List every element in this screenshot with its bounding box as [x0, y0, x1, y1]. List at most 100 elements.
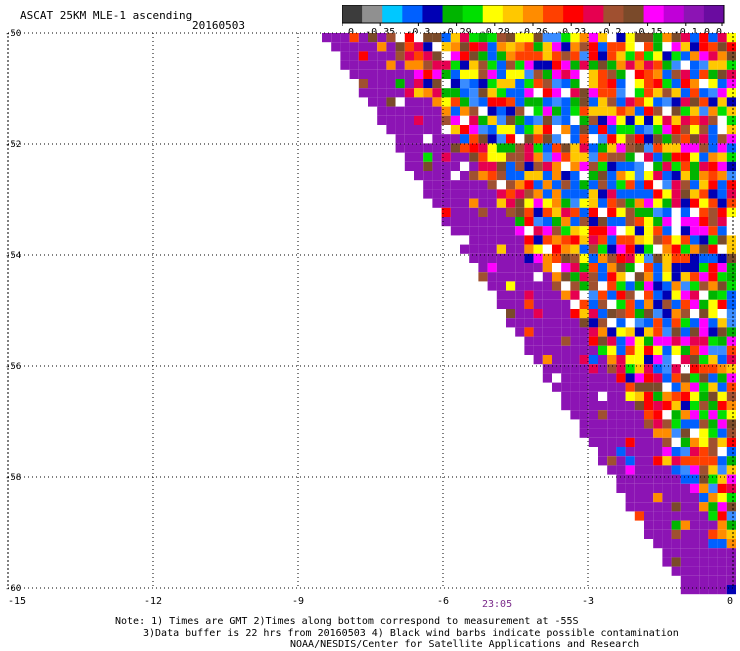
- swath-cell: [450, 134, 460, 144]
- swath-cell: [542, 253, 552, 263]
- plot-date: 20160503: [192, 19, 245, 32]
- swath-cell: [340, 51, 350, 61]
- swath-cell: [588, 272, 598, 282]
- swath-cell: [441, 125, 451, 135]
- swath-cell: [662, 493, 672, 503]
- swath-cell: [690, 456, 700, 466]
- swath-cell: [533, 299, 543, 309]
- swath-cell: [588, 226, 598, 236]
- swath-cell: [487, 207, 497, 217]
- swath-cell: [671, 309, 681, 319]
- swath-cell: [450, 161, 460, 171]
- swath-cell: [671, 382, 681, 392]
- swath-cell: [699, 60, 709, 70]
- swath-cell: [469, 161, 479, 171]
- swath-cell: [515, 51, 525, 61]
- swath-cell: [671, 272, 681, 282]
- swath-cell: [579, 207, 589, 217]
- swath-cell: [496, 272, 506, 282]
- swath-cell: [717, 382, 727, 392]
- swath-cell: [708, 364, 718, 374]
- swath-cell: [680, 281, 690, 291]
- swath-cell: [662, 60, 672, 70]
- swath-cell: [717, 106, 727, 116]
- swath-cell: [561, 171, 571, 181]
- swath-cell: [441, 198, 451, 208]
- swath-cell: [524, 327, 534, 337]
- swath-cell: [680, 428, 690, 438]
- swath-cell: [690, 493, 700, 503]
- swath-cell: [404, 88, 414, 98]
- swath-cell: [690, 539, 700, 549]
- swath-cell: [377, 33, 387, 43]
- swath-cell: [533, 189, 543, 199]
- swath-cell: [478, 263, 488, 273]
- swath-cell: [515, 180, 525, 190]
- swath-cell: [460, 51, 470, 61]
- swath-cell: [680, 152, 690, 162]
- swath-cell: [690, 198, 700, 208]
- swath-cell: [662, 483, 672, 493]
- swath-cell: [579, 152, 589, 162]
- swath-cell: [506, 51, 516, 61]
- swath-cell: [653, 97, 663, 107]
- swath-cell: [717, 97, 727, 107]
- swath-cell: [690, 60, 700, 70]
- swath-cell: [395, 125, 405, 135]
- swath-cell: [680, 299, 690, 309]
- swath-cell: [395, 143, 405, 153]
- swath-cell: [690, 33, 700, 43]
- colorbar-swatch: [422, 5, 444, 23]
- swath-cell: [579, 290, 589, 300]
- swath-cell: [340, 42, 350, 52]
- swath-cell: [496, 152, 506, 162]
- swath-cell: [726, 401, 736, 411]
- swath-cell: [506, 152, 516, 162]
- swath-cell: [450, 79, 460, 89]
- swath-cell: [717, 33, 727, 43]
- swath-cell: [579, 226, 589, 236]
- swath-cell: [524, 79, 534, 89]
- swath-cell: [717, 152, 727, 162]
- swath-cell: [561, 382, 571, 392]
- swath-cell: [561, 272, 571, 282]
- swath-cell: [699, 391, 709, 401]
- swath-cell: [616, 465, 626, 475]
- swath-cell: [644, 419, 654, 429]
- swath-cell: [515, 263, 525, 273]
- swath-cell: [561, 134, 571, 144]
- swath-cell: [515, 97, 525, 107]
- swath-cell: [542, 299, 552, 309]
- swath-cell: [570, 244, 580, 254]
- swath-cell: [680, 161, 690, 171]
- swath-cell: [625, 364, 635, 374]
- swath-cell: [680, 585, 690, 595]
- swath-cell: [616, 235, 626, 245]
- swath-cell: [570, 207, 580, 217]
- swath-cell: [625, 345, 635, 355]
- swath-cell: [662, 244, 672, 254]
- swath-cell: [653, 171, 663, 181]
- swath-cell: [625, 161, 635, 171]
- swath-cell: [690, 125, 700, 135]
- swath-cell: [616, 327, 626, 337]
- swath-cell: [680, 318, 690, 328]
- swath-cell: [349, 69, 359, 79]
- swath-cell: [441, 79, 451, 89]
- swath-cell: [662, 428, 672, 438]
- swath-cell: [717, 263, 727, 273]
- swath-cell: [561, 60, 571, 70]
- swath-cell: [699, 33, 709, 43]
- swath-cell: [644, 290, 654, 300]
- swath-cell: [570, 373, 580, 383]
- swath-cell: [690, 585, 700, 595]
- swath-cell: [708, 502, 718, 512]
- swath-cell: [561, 189, 571, 199]
- swath-cell: [680, 539, 690, 549]
- swath-cell: [690, 566, 700, 576]
- swath-cell: [478, 244, 488, 254]
- swath-cell: [653, 539, 663, 549]
- swath-cell: [625, 290, 635, 300]
- swath-cell: [671, 143, 681, 153]
- swath-cell: [616, 69, 626, 79]
